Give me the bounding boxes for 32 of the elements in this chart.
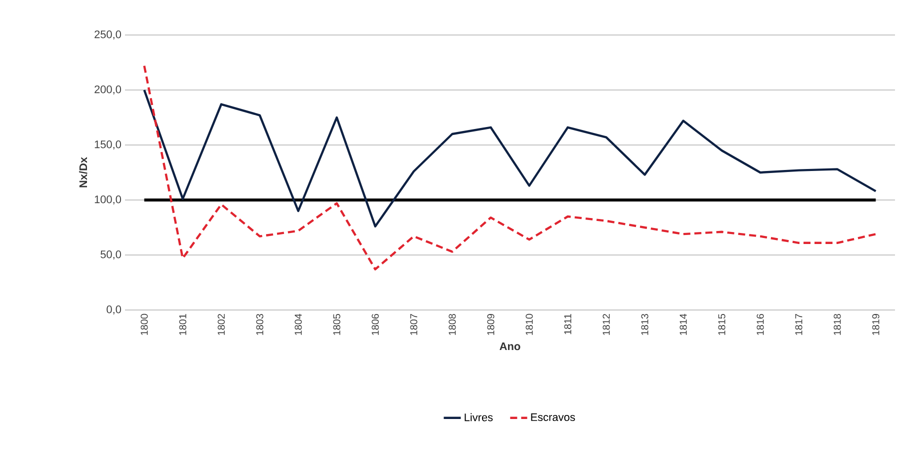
x-tick-label: 1808 <box>448 314 456 335</box>
x-tick-label: 1818 <box>834 314 841 335</box>
x-tick-label: 1800 <box>140 314 148 335</box>
x-tick-label: 1817 <box>795 314 802 335</box>
x-tick-label: 1811 <box>564 314 572 334</box>
y-tick-label: 250,0 <box>94 30 122 40</box>
y-tick-label: 0,0 <box>106 305 122 315</box>
legend-label: Escravos <box>531 413 575 422</box>
x-tick-label: 1801 <box>179 314 186 335</box>
x-tick-label: 1807 <box>410 314 418 335</box>
legend-label: Livres <box>464 413 493 422</box>
y-tick-label: 150,0 <box>94 140 122 150</box>
y-tick-label: 50,0 <box>100 250 122 260</box>
x-tick-label: 1813 <box>641 314 648 335</box>
x-tick-label: 1804 <box>294 314 302 335</box>
y-tick-label: 100,0 <box>94 195 122 205</box>
line-series <box>143 88 877 228</box>
x-tick-label: 1816 <box>756 314 764 335</box>
line-series <box>143 64 877 270</box>
x-tick-label: 1814 <box>680 314 687 335</box>
x-tick-label: 1815 <box>718 314 726 335</box>
x-tick-label: 1805 <box>333 314 340 335</box>
x-tick-label: 1809 <box>487 314 494 335</box>
x-tick-label: 1810 <box>526 314 533 335</box>
y-axis-title: Nx/Dx <box>79 157 88 188</box>
x-tick-label: 1806 <box>372 314 379 335</box>
y-tick-label: 200,0 <box>94 85 122 95</box>
x-tick-label: 1803 <box>256 314 264 335</box>
x-tick-label: 1819 <box>872 314 880 335</box>
x-axis-title: Ano <box>500 342 520 350</box>
x-tick-label: 1802 <box>218 314 225 335</box>
x-tick-label: 1812 <box>602 314 610 335</box>
